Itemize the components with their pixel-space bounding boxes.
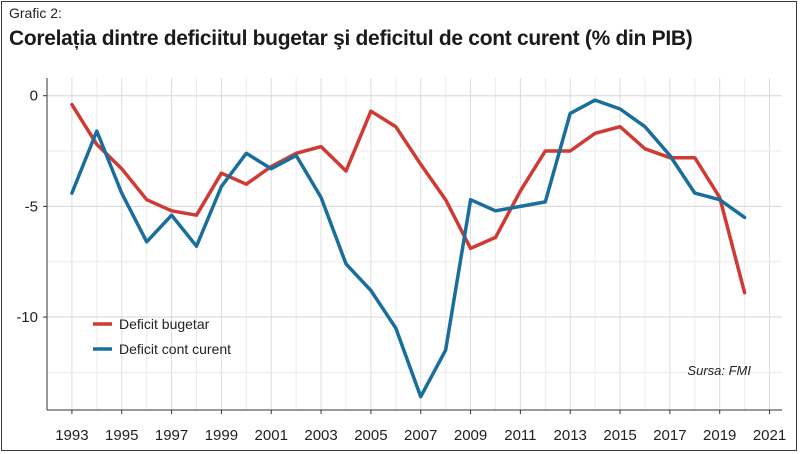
x-tick-label: 2001 <box>255 427 288 444</box>
figure-label: Grafic 2: <box>9 5 62 21</box>
x-tick-label: 1997 <box>155 427 188 444</box>
series-line-deficit-bugetar <box>70 102 747 295</box>
y-tick-label: -10 <box>16 309 38 326</box>
x-tick-label: 2003 <box>304 427 337 444</box>
x-tick-label: 2009 <box>454 427 487 444</box>
x-tick-label: 2019 <box>703 427 736 444</box>
y-tick-label: -5 <box>25 198 38 215</box>
x-tick-label: 2005 <box>354 427 387 444</box>
x-tick-label: 2017 <box>653 427 686 444</box>
x-tick-label: 2013 <box>554 427 587 444</box>
x-tick-label: 1999 <box>205 427 238 444</box>
x-tick-label: 2015 <box>603 427 636 444</box>
x-tick-label: 2011 <box>504 427 536 444</box>
x-tick-label: 2007 <box>404 427 437 444</box>
axes: 1993 1995 1997 1999 2001 2003 2005 2007 2009 2011… <box>16 78 786 444</box>
y-tick-label: 0 <box>30 88 38 105</box>
chart-title: Corelația dintre deficiitul bugetar şi d… <box>9 27 693 50</box>
source-note: Sursa: FMI <box>687 363 751 378</box>
legend-label-deficit-bugetar: Deficit bugetar <box>119 316 210 332</box>
grid-lines <box>47 78 782 410</box>
x-tick-label: 1993 <box>55 427 88 444</box>
legend: Deficit bugetar Deficit cont curent <box>93 316 231 357</box>
x-tick-label: 1995 <box>105 427 138 444</box>
legend-label-deficit-cont-curent: Deficit cont curent <box>119 341 231 357</box>
x-tick-label: 2021 <box>753 427 786 444</box>
series-lines <box>70 98 747 399</box>
series-line-deficit-cont-curent <box>70 98 747 399</box>
